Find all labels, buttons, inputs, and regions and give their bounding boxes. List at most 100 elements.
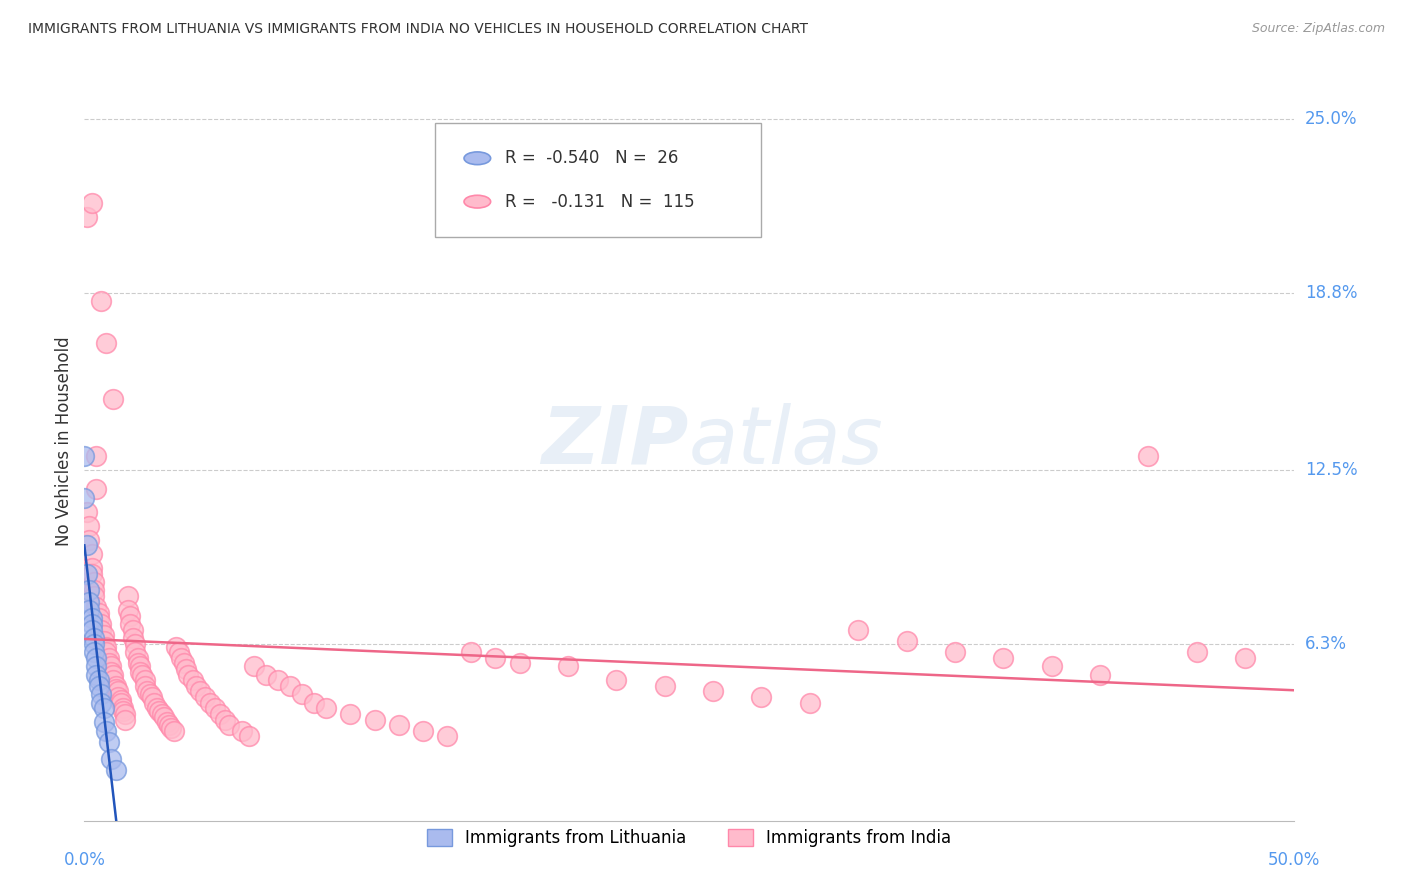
FancyBboxPatch shape <box>434 123 762 236</box>
Point <box>90 294 112 309</box>
Point <box>80 611 103 625</box>
Point <box>83 631 105 645</box>
Point <box>278 679 301 693</box>
Point <box>160 721 183 735</box>
Point <box>114 706 136 721</box>
Point <box>131 667 153 681</box>
Point <box>97 657 120 671</box>
Point <box>141 690 163 704</box>
Point <box>80 617 103 632</box>
Point <box>943 645 966 659</box>
Point <box>124 645 146 659</box>
Point <box>654 679 676 693</box>
Point <box>107 690 129 704</box>
Point <box>100 665 122 679</box>
Point <box>1234 650 1257 665</box>
Point <box>110 693 132 707</box>
Point <box>702 684 724 698</box>
Point <box>121 631 143 645</box>
Point <box>73 491 96 505</box>
Point <box>121 623 143 637</box>
Point <box>86 449 108 463</box>
Point <box>155 715 177 730</box>
Point <box>104 679 127 693</box>
Point <box>94 640 117 654</box>
Point <box>103 673 125 688</box>
Point <box>94 645 117 659</box>
Point <box>484 650 506 665</box>
Point <box>315 701 337 715</box>
Point <box>90 617 112 632</box>
Point <box>143 696 166 710</box>
Point <box>77 583 100 598</box>
Point <box>86 650 108 665</box>
Point <box>83 583 105 598</box>
Point <box>104 763 127 777</box>
Point <box>94 336 117 351</box>
Point <box>127 657 149 671</box>
Point <box>103 392 125 407</box>
Point <box>86 483 108 497</box>
Text: atlas: atlas <box>689 402 884 481</box>
Point <box>87 679 110 693</box>
Point <box>993 650 1015 665</box>
Point <box>190 684 212 698</box>
Point <box>177 667 200 681</box>
Point <box>153 710 176 724</box>
Point <box>117 603 139 617</box>
Point <box>165 640 187 654</box>
Point <box>509 657 531 671</box>
Text: 6.3%: 6.3% <box>1305 635 1347 653</box>
Point <box>87 606 110 620</box>
Point <box>150 706 173 721</box>
Point <box>77 518 100 533</box>
Point <box>97 650 120 665</box>
Point <box>208 706 231 721</box>
Point <box>242 659 264 673</box>
Point <box>194 690 217 704</box>
Point <box>117 589 139 603</box>
Point <box>136 684 159 698</box>
Point <box>138 687 160 701</box>
Text: R =   -0.131   N =  115: R = -0.131 N = 115 <box>505 193 695 211</box>
Point <box>76 566 98 581</box>
Point <box>146 701 169 715</box>
Point <box>87 611 110 625</box>
Point <box>87 673 110 688</box>
Point <box>157 718 180 732</box>
Point <box>120 608 142 623</box>
Point <box>93 628 115 642</box>
Point <box>83 574 105 589</box>
Point <box>80 623 103 637</box>
Point <box>83 589 105 603</box>
Text: Source: ZipAtlas.com: Source: ZipAtlas.com <box>1251 22 1385 36</box>
Point <box>181 673 204 688</box>
Point <box>114 713 136 727</box>
Text: 18.8%: 18.8% <box>1305 284 1357 301</box>
Text: 50.0%: 50.0% <box>1267 851 1320 869</box>
Point <box>174 662 197 676</box>
Point <box>86 659 108 673</box>
Point <box>846 623 869 637</box>
Point <box>163 723 186 738</box>
Point <box>80 561 103 575</box>
Point <box>238 730 260 744</box>
Point <box>218 718 240 732</box>
Point <box>129 665 152 679</box>
Ellipse shape <box>464 195 491 208</box>
Point <box>86 667 108 681</box>
Point <box>100 752 122 766</box>
Point <box>90 623 112 637</box>
Point <box>605 673 627 688</box>
Point <box>93 715 115 730</box>
Point <box>93 701 115 715</box>
Point <box>751 690 773 704</box>
Point <box>93 634 115 648</box>
Point <box>76 538 98 552</box>
Point <box>267 673 290 688</box>
Point <box>339 706 361 721</box>
Point <box>302 696 325 710</box>
Point <box>129 659 152 673</box>
Point <box>76 505 98 519</box>
Point <box>90 696 112 710</box>
